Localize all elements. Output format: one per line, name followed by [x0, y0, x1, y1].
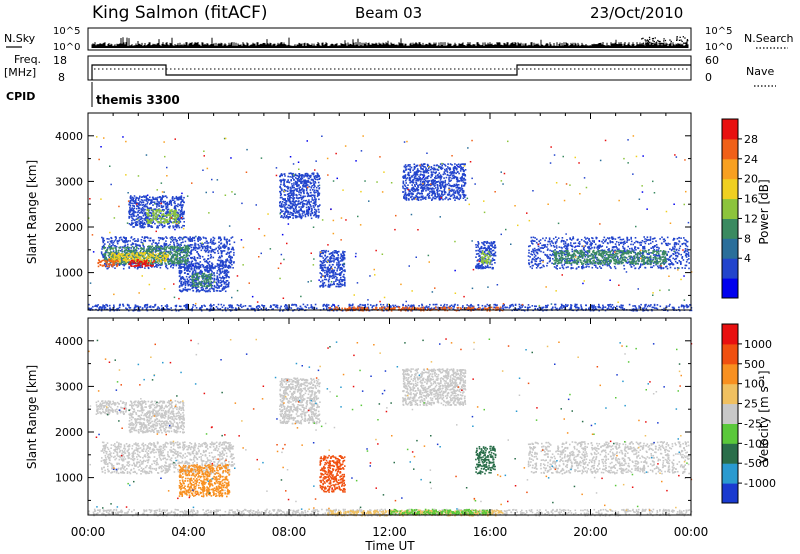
noise-right-tick-top: 10^5: [705, 26, 732, 37]
freq-left-tick-bottom: 8: [58, 71, 65, 84]
velocity-ytick-3: 4000: [55, 335, 83, 348]
x-tick-3: 12:00: [372, 525, 407, 539]
power-colorbar-tick-0: 28: [744, 133, 758, 146]
freq-left-tick-top: 18: [53, 54, 67, 67]
date-title: 23/Oct/2010: [590, 4, 683, 22]
x-tick-5: 20:00: [573, 525, 608, 539]
nsearch-label: N.Search: [744, 32, 794, 45]
power-colorbar-tick-3: 16: [744, 193, 758, 206]
velocity-ytick-2: 3000: [55, 380, 83, 393]
velocity-colorbar-label: Velocity [m s⁻¹]: [757, 370, 771, 463]
power-ytick-3: 4000: [55, 130, 83, 143]
freq-label: Freq.: [14, 53, 41, 66]
noise-left-tick-top: 10^5: [53, 26, 80, 37]
nsky-label: N.Sky: [4, 32, 36, 45]
velocity-colorbar-swatch-8: [722, 324, 738, 344]
beam-title: Beam 03: [355, 4, 422, 22]
power-colorbar-swatch-2: [722, 238, 738, 258]
power-colorbar-swatch-5: [722, 179, 738, 199]
power-ytick-2: 3000: [55, 175, 83, 188]
station-title: King Salmon (fitACF): [92, 3, 268, 23]
x-tick-2: 08:00: [272, 525, 307, 539]
velocity-colorbar-swatch-0: [722, 483, 738, 503]
x-axis-label: Time UT: [364, 539, 415, 553]
velocity-colorbar-swatch-3: [722, 423, 738, 443]
power-colorbar-tick-1: 24: [744, 153, 758, 166]
velocity-panel: 1000 2000 3000 4000 Slant Range [km] 1000 50…: [25, 318, 776, 517]
power-colorbar-tick-2: 20: [744, 173, 758, 186]
velocity-colorbar-tick-0: 1000: [744, 338, 772, 351]
x-tick-4: 16:00: [473, 525, 508, 539]
nave-right-tick-bottom: 0: [705, 71, 712, 84]
velocity-colorbar-tick-7: -1000: [744, 477, 776, 490]
power-colorbar-tick-5: 8: [744, 232, 751, 245]
velocity-colorbar-tick-3: 25: [744, 398, 758, 411]
velocity-colorbar-swatch-7: [722, 344, 738, 364]
velocity-ytick-0: 1000: [55, 472, 83, 485]
noise-left-tick-bottom: 10^0: [53, 42, 80, 53]
radar-figure: King Salmon (fitACF) Beam 03 23/Oct/2010…: [0, 0, 800, 554]
velocity-colorbar-swatch-5: [722, 384, 738, 404]
velocity-colorbar-tick-1: 500: [744, 358, 765, 371]
power-colorbar-tick-6: 4: [744, 252, 751, 265]
x-tick-1: 04:00: [171, 525, 206, 539]
freq-unit-label: [MHz]: [4, 66, 36, 79]
nave-right-tick-top: 60: [705, 54, 719, 67]
freq-panel: Freq. [MHz] 18 8 60 0 Nave: [4, 53, 776, 86]
cpid-label: CPID: [6, 90, 35, 103]
power-colorbar-swatch-3: [722, 218, 738, 238]
cpid-value: themis 3300: [96, 93, 180, 107]
x-tick-6: 00:00: [674, 525, 709, 539]
power-ytick-0: 1000: [55, 267, 83, 280]
power-panel: 1000 2000 3000 4000 Slant Range [km] 28 24 20…: [25, 113, 771, 312]
power-ylabel: Slant Range [km]: [25, 160, 39, 264]
power-colorbar-swatch-7: [722, 139, 738, 159]
velocity-ylabel: Slant Range [km]: [25, 365, 39, 469]
power-colorbar-tick-4: 12: [744, 212, 758, 225]
velocity-colorbar-swatch-1: [722, 463, 738, 483]
velocity-colorbar-swatch-2: [722, 443, 738, 463]
power-colorbar-label: Power [dB]: [757, 179, 771, 244]
noise-right-tick-bottom: 10^0: [705, 42, 732, 53]
power-colorbar-swatch-1: [722, 258, 738, 278]
power-ytick-1: 2000: [55, 221, 83, 234]
velocity-colorbar-swatch-6: [722, 364, 738, 384]
power-colorbar-swatch-4: [722, 199, 738, 219]
noise-panel: N.Sky 10^5 10^0 10^5 10^0 N.Search: [4, 26, 794, 53]
velocity-colorbar-swatch-4: [722, 404, 738, 424]
x-axis: 00:00 04:00 08:00 12:00 16:00 20:00 00:00: [71, 525, 709, 539]
power-colorbar-swatch-6: [722, 159, 738, 179]
power-colorbar-swatch-8: [722, 119, 738, 139]
x-tick-0: 00:00: [71, 525, 106, 539]
nave-label: Nave: [746, 65, 774, 78]
velocity-ytick-1: 2000: [55, 426, 83, 439]
power-colorbar-swatch-0: [722, 278, 738, 298]
